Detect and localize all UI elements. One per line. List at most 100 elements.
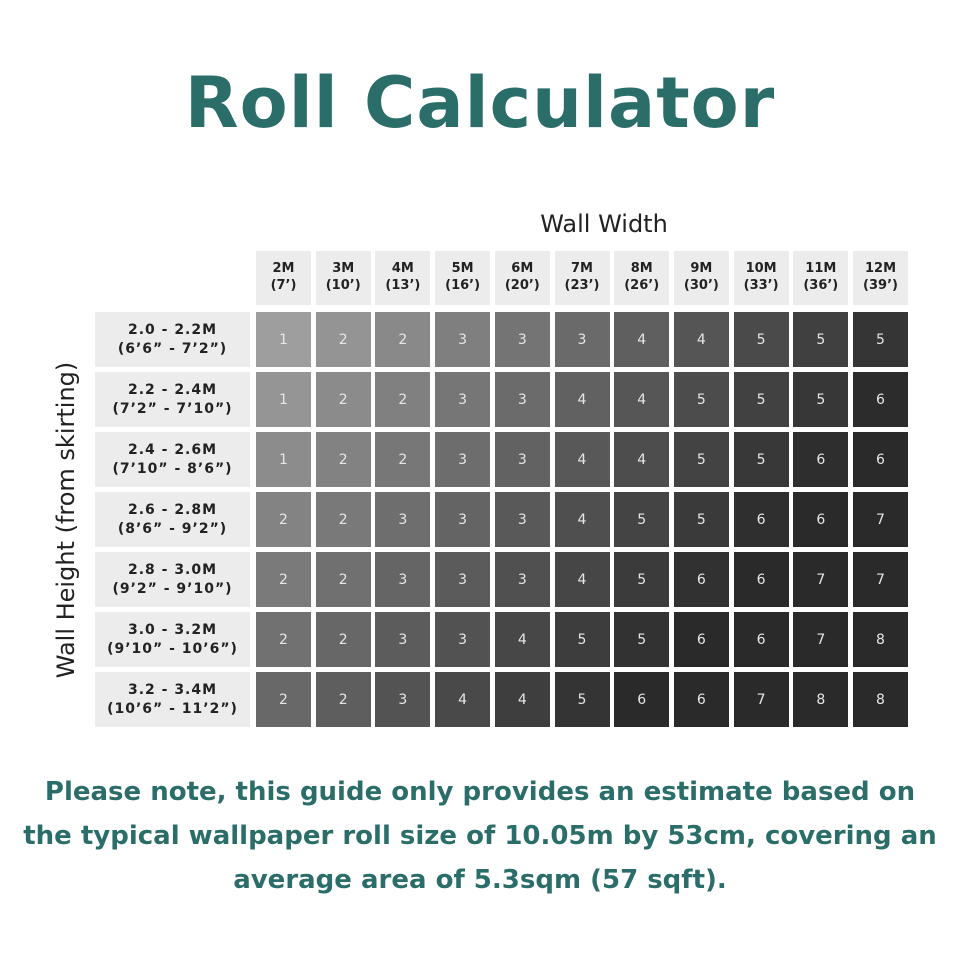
cell: 2 [315,372,371,427]
cell: 5 [733,372,789,427]
column-header-line: 3M [332,261,355,277]
cell: 3 [375,672,431,727]
column-header-line: 5M [451,261,474,277]
cell: 3 [554,312,610,367]
column-header-line: 10M [745,261,777,277]
cell: 6 [853,372,908,427]
cell: 4 [554,372,610,427]
cell: 5 [614,612,670,667]
column-header: 9M (30’) [673,251,729,305]
cell: 4 [614,432,670,487]
cell: 2 [375,312,431,367]
cell: 3 [375,612,431,667]
column-header-line: 7M [571,261,593,277]
row-header: 2.6 - 2.8M (8’6” - 9’2”) [95,492,250,547]
row-header: 3.0 - 3.2M (9’10” - 10’6”) [95,612,250,667]
cell: 7 [853,492,908,547]
cell: 7 [853,552,908,607]
cell: 4 [435,672,491,727]
cell: 3 [435,432,491,487]
column-header: 3M (10’) [315,251,371,305]
cell: 1 [256,312,311,367]
cell: 2 [256,672,311,727]
column-header-line: (26’) [624,278,660,293]
row-header-line: (8’6” - 9’2”) [117,520,228,537]
row-header-line: 3.0 - 3.2M [127,622,218,639]
column-header-line: 8M [630,261,653,277]
column-header: 12M (39’) [853,251,908,305]
note: Please note, this guide only provides an… [0,770,960,902]
column-header-line: (10’) [325,278,361,293]
cell: 5 [793,372,849,427]
cell: 4 [554,492,610,547]
cell: 3 [435,612,491,667]
column-header-line: (36’) [803,278,839,293]
row-header: 2.0 - 2.2M (6’6” - 7’2”) [95,312,250,367]
cell: 5 [733,432,789,487]
cell: 5 [614,492,670,547]
cell: 2 [315,312,371,367]
column-header: 8M (26’) [614,251,670,305]
cell: 4 [614,372,670,427]
cell: 2 [375,432,431,487]
cell: 2 [256,492,311,547]
cell: 3 [375,552,431,607]
cell: 4 [494,672,550,727]
cell: 5 [554,672,610,727]
column-header: 7M (23’) [554,251,610,305]
cell: 5 [554,612,610,667]
cell: 3 [494,312,550,367]
row-header-line: 2.2 - 2.4M [127,382,218,399]
cell: 8 [853,612,908,667]
cell: 3 [494,372,550,427]
column-header: 10M (33’) [733,251,789,305]
column-header-line: (39’) [863,278,898,293]
cell: 7 [793,612,849,667]
cell: 1 [256,372,311,427]
row-header: 2.4 - 2.6M (7’10” - 8’6”) [95,432,250,487]
cell: 4 [494,612,550,667]
cell: 6 [793,432,849,487]
cell: 5 [673,372,729,427]
cell: 3 [435,552,491,607]
cell: 4 [673,312,729,367]
row-header-line: 3.2 - 3.4M [127,682,218,699]
cell: 8 [793,672,849,727]
row-header-line: 2.6 - 2.8M [127,502,218,519]
column-header-line: (30’) [683,278,719,293]
column-header-line: 9M [690,261,713,277]
column-header: 4M (13’) [375,251,431,305]
cell: 4 [554,432,610,487]
cell: 2 [315,552,371,607]
cell: 4 [554,552,610,607]
column-header-line: 11M [805,261,837,277]
column-header-line: 12M [864,261,897,277]
cell: 3 [375,492,431,547]
row-header-line: (7’10” - 8’6”) [112,460,233,477]
column-header-line: (33’) [743,278,779,293]
cell: 7 [733,672,789,727]
cell: 5 [733,312,789,367]
x-label: Wall Width [540,210,668,238]
cell: 4 [614,312,670,367]
cell: 5 [853,312,908,367]
row-header: 3.2 - 3.4M (10’6” - 11’2”) [95,672,250,727]
note-line: Please note, this guide only provides an… [44,777,916,807]
title: Roll Calculator [184,62,776,144]
cell: 1 [256,432,311,487]
cell: 2 [256,552,311,607]
cell: 3 [435,492,491,547]
column-header: 11M (36’) [793,251,849,305]
cell: 5 [673,492,729,547]
cell: 6 [853,432,908,487]
row-header-line: 2.8 - 3.0M [127,562,218,579]
cell: 6 [673,552,729,607]
column-header-line: (7’) [270,278,297,293]
column-header-line: (20’) [504,278,540,293]
cell: 2 [375,372,431,427]
cell: 5 [673,432,729,487]
y-label: Wall Height (from skirting) [52,361,80,679]
row-header-line: (9’10” - 10’6”) [107,640,238,657]
row-header: 2.8 - 3.0M (9’2” - 9’10”) [95,552,250,607]
